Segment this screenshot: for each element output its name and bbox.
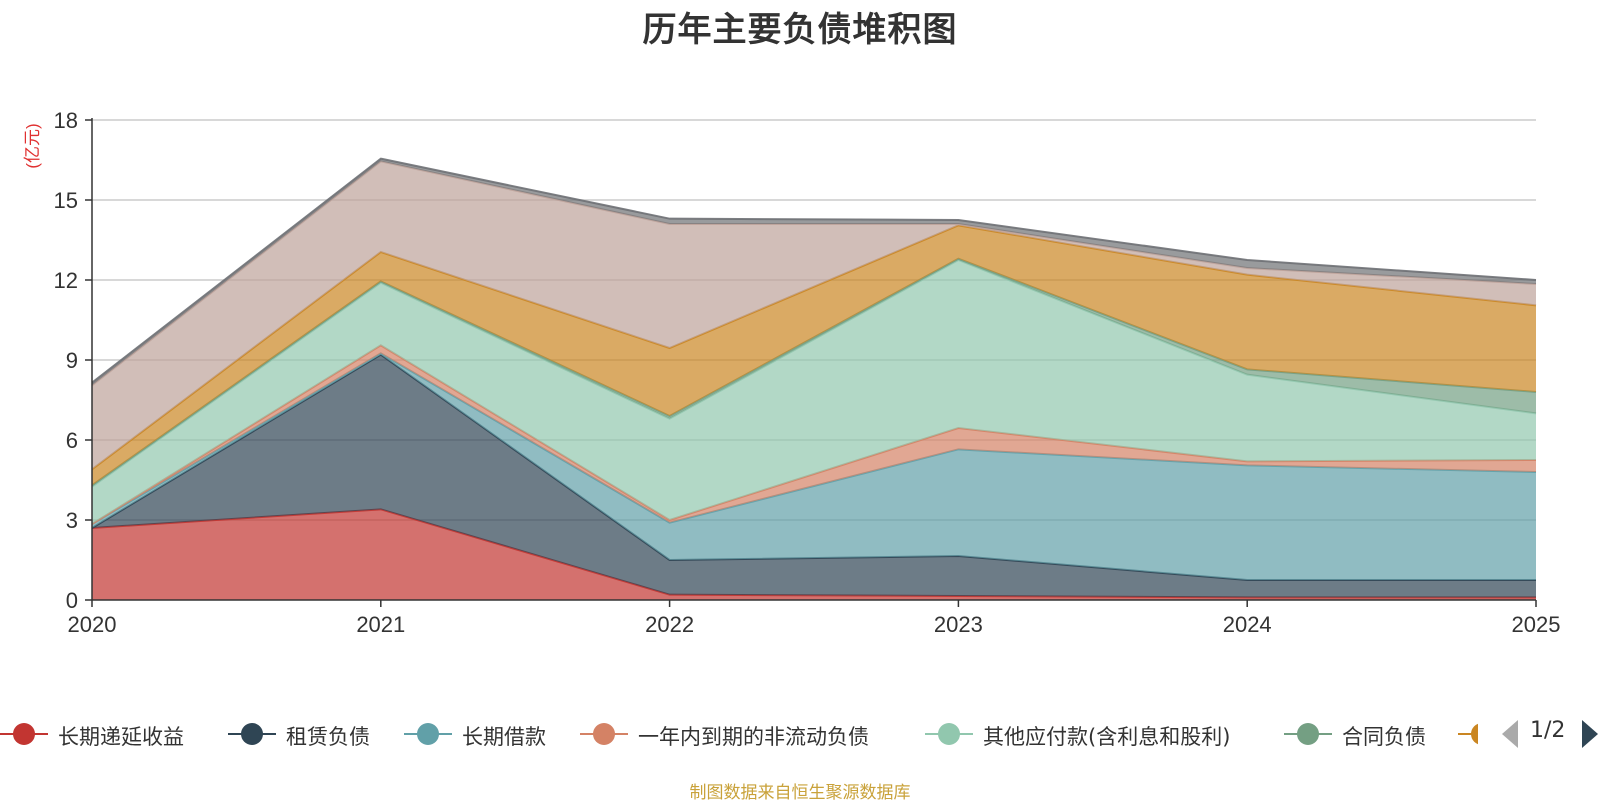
source-note: 制图数据来自恒生聚源数据库 [689,783,911,803]
series-area-2 [92,354,1536,598]
x-tick-label: 2022 [645,612,694,637]
y-tick-label: 15 [54,188,78,213]
legend-dot-icon [1471,723,1478,745]
x-tick-label: 2023 [934,612,983,637]
y-tick-label: 12 [54,268,78,293]
x-tick-label: 2020 [68,612,117,637]
legend-dot-icon [938,723,960,745]
series-line-5 [91,258,1537,488]
series-area-1 [92,509,1536,600]
legend-label: 长期借款 [462,725,546,749]
legend-page-indicator: 1/2 [1530,718,1566,743]
series-line-9 [91,157,1537,384]
y-tick-label: 18 [54,108,78,133]
x-tick-label: 2021 [356,612,405,637]
y-tick-label: 0 [66,588,78,613]
legend-label: 合同负债 [1342,725,1426,749]
y-axis-label: (亿元) [23,123,42,168]
legend-label: 租赁负债 [286,725,370,749]
axes: 0 3 6 9 12 15 18 2020 2021 2022 2023 2024 2025 [54,108,1561,637]
stacked-area-chart: 0 3 6 9 12 15 18 2020 2021 2022 2023 2024 2025 (亿元) [23,108,1561,637]
x-tick-label: 2025 [1512,612,1561,637]
legend-label: 长期递延收益 [58,725,184,749]
series-area-7 [92,225,1536,486]
legend-next-page-icon[interactable] [1582,720,1598,748]
legend-dot-icon [593,723,615,745]
y-tick-label: 3 [66,508,78,533]
legend-item-truncated[interactable] [1458,716,1478,752]
series-areas [91,157,1537,600]
series-area-3 [92,353,1536,580]
legend-label: 一年内到期的非流动负债 [638,725,869,749]
legend-dot-icon [241,723,263,745]
legend-dot-icon [1297,723,1319,745]
legend-dot-icon [13,723,35,745]
y-tick-label: 9 [66,348,78,373]
chart-title: 历年主要负债堆积图 [642,10,958,50]
legend-dot-icon [417,723,439,745]
x-tick-label: 2024 [1223,612,1272,637]
legend: 长期递延收益 租赁负债 长期借款 一年内到期的非流动负债 其他应付款(含利息和股利) 合同… [0,716,1600,752]
series-area-8 [92,161,1536,470]
legend-prev-page-icon[interactable] [1502,720,1518,748]
series-area-5 [92,260,1536,524]
legend-label: 其他应付款(含利息和股利) [983,725,1231,749]
legend-line-icon [1458,733,1478,735]
y-tick-label: 6 [66,428,78,453]
